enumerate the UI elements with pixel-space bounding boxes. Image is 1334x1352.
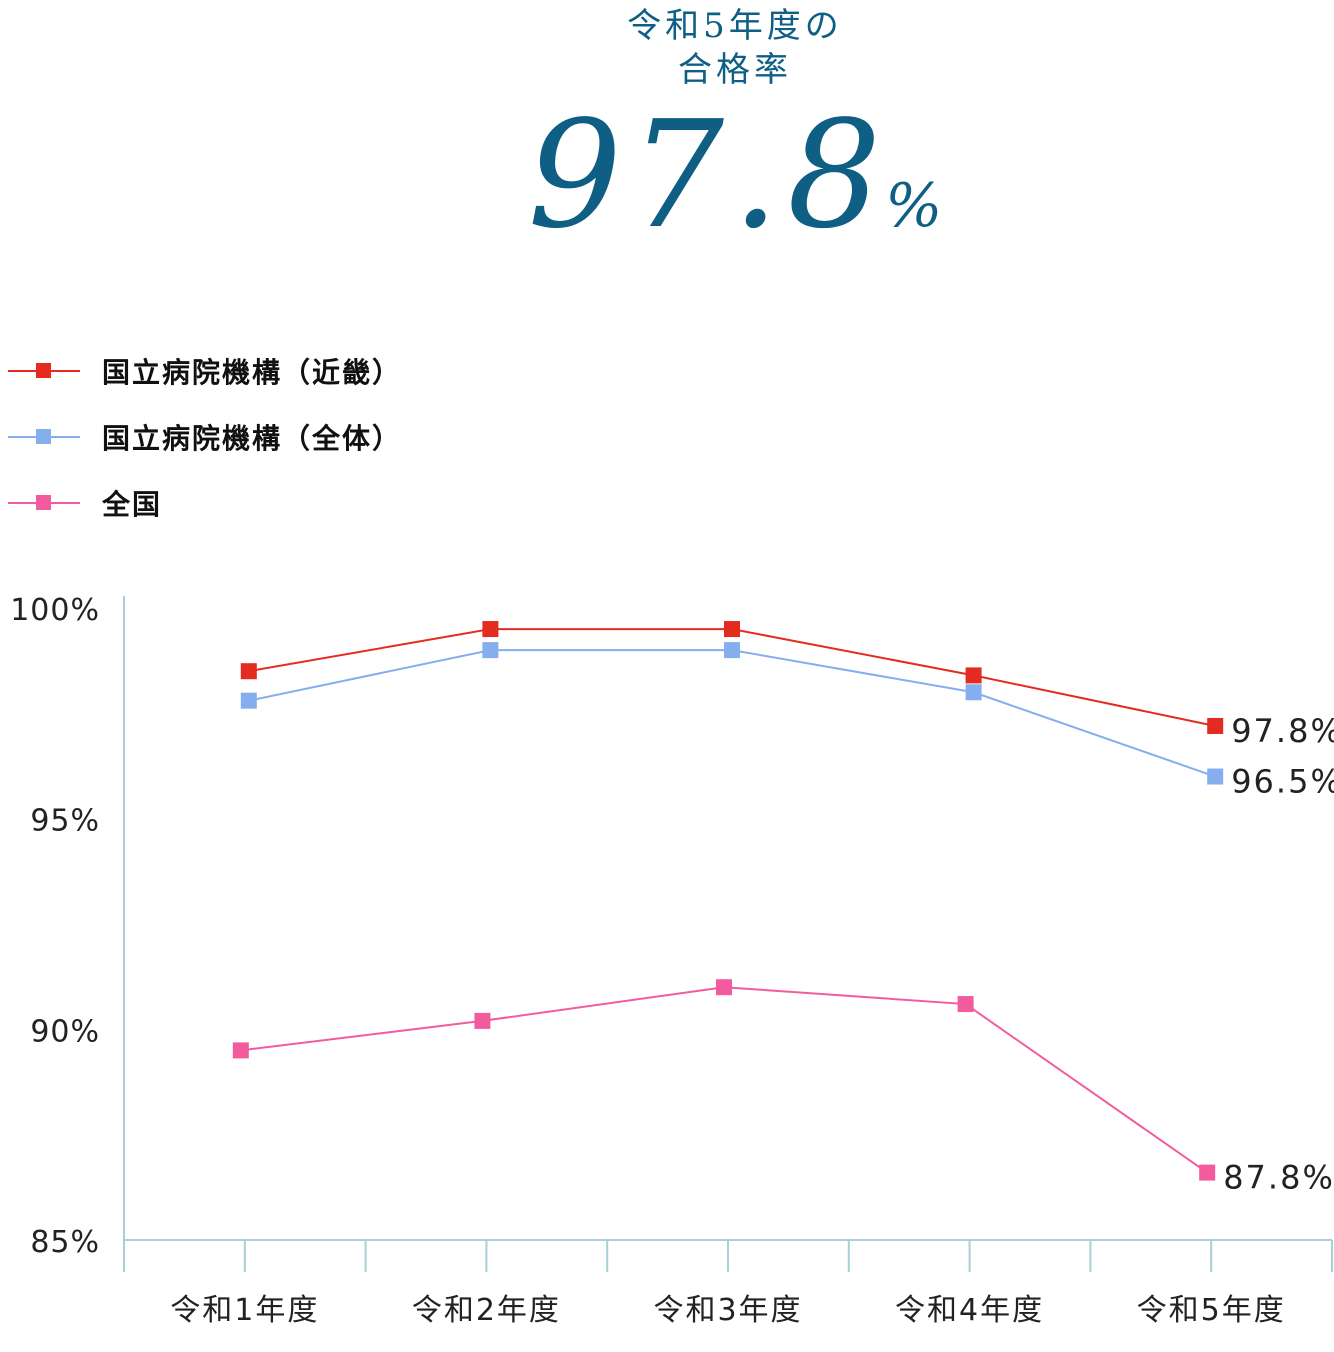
legend-marker-all bbox=[36, 429, 51, 444]
y-tick-label: 90% bbox=[30, 1014, 100, 1049]
headline: 令和5年度の 合格率 97.8% bbox=[430, 4, 1040, 250]
legend-item-all: 国立病院機構（全体） bbox=[8, 404, 402, 470]
x-tick-label: 令和1年度 bbox=[170, 1293, 319, 1328]
headline-subtitle-rate: 合格率 bbox=[678, 50, 792, 90]
y-tick-label: 85% bbox=[30, 1225, 100, 1260]
series-point bbox=[482, 621, 499, 638]
data-label: 97.8% bbox=[1231, 712, 1334, 750]
legend-item-kinki: 国立病院機構（近畿） bbox=[8, 338, 402, 404]
headline-subtitle-year: 令和5年度の bbox=[627, 6, 843, 46]
legend-swatch-national bbox=[8, 494, 80, 512]
series-point bbox=[957, 996, 974, 1013]
line-chart: 100% 95% 90% 85% 令和1年度 令和2年度 令和3年度 令和4年度 令和5年度 97… bbox=[10, 593, 1334, 1328]
series-line-1 bbox=[248, 649, 1216, 778]
series-point bbox=[1199, 1164, 1216, 1181]
series-point bbox=[482, 642, 499, 659]
legend-marker-kinki bbox=[36, 363, 51, 378]
pass-rate: 97.8% bbox=[528, 100, 943, 250]
y-tick-label: 100% bbox=[10, 593, 100, 628]
pass-rate-value: 97.8 bbox=[527, 89, 890, 261]
x-tick-label: 令和5年度 bbox=[1137, 1293, 1286, 1328]
series-point bbox=[965, 684, 982, 701]
legend-label-all: 国立病院機構（全体） bbox=[102, 422, 403, 455]
series-point bbox=[232, 1042, 249, 1059]
series-point bbox=[724, 642, 740, 659]
data-label: 87.8% bbox=[1223, 1159, 1334, 1197]
legend-label-kinki: 国立病院機構（近畿） bbox=[102, 356, 403, 389]
series-line-2 bbox=[240, 986, 1208, 1174]
series-point bbox=[716, 979, 732, 996]
series-point bbox=[474, 1012, 491, 1029]
legend-item-national: 全国 bbox=[8, 470, 402, 536]
x-tick-label: 令和4年度 bbox=[895, 1293, 1044, 1328]
legend-label-national: 全国 bbox=[102, 488, 163, 521]
chart-legend: 国立病院機構（近畿） 国立病院機構（全体） 全国 bbox=[8, 338, 402, 536]
legend-swatch-kinki bbox=[8, 362, 80, 380]
legend-swatch-all bbox=[8, 428, 80, 446]
x-tick-label: 令和2年度 bbox=[412, 1293, 561, 1328]
data-label: 96.5% bbox=[1231, 763, 1334, 801]
series-point bbox=[240, 663, 257, 680]
pass-rate-unit: % bbox=[885, 171, 943, 241]
series-point bbox=[965, 667, 982, 684]
x-tick-label: 令和3年度 bbox=[653, 1293, 802, 1328]
y-tick-label: 95% bbox=[30, 804, 100, 839]
series-point bbox=[240, 692, 257, 709]
series-point bbox=[724, 621, 740, 638]
series-point bbox=[1207, 768, 1224, 785]
series-point bbox=[1207, 717, 1224, 734]
legend-marker-national bbox=[36, 495, 51, 510]
